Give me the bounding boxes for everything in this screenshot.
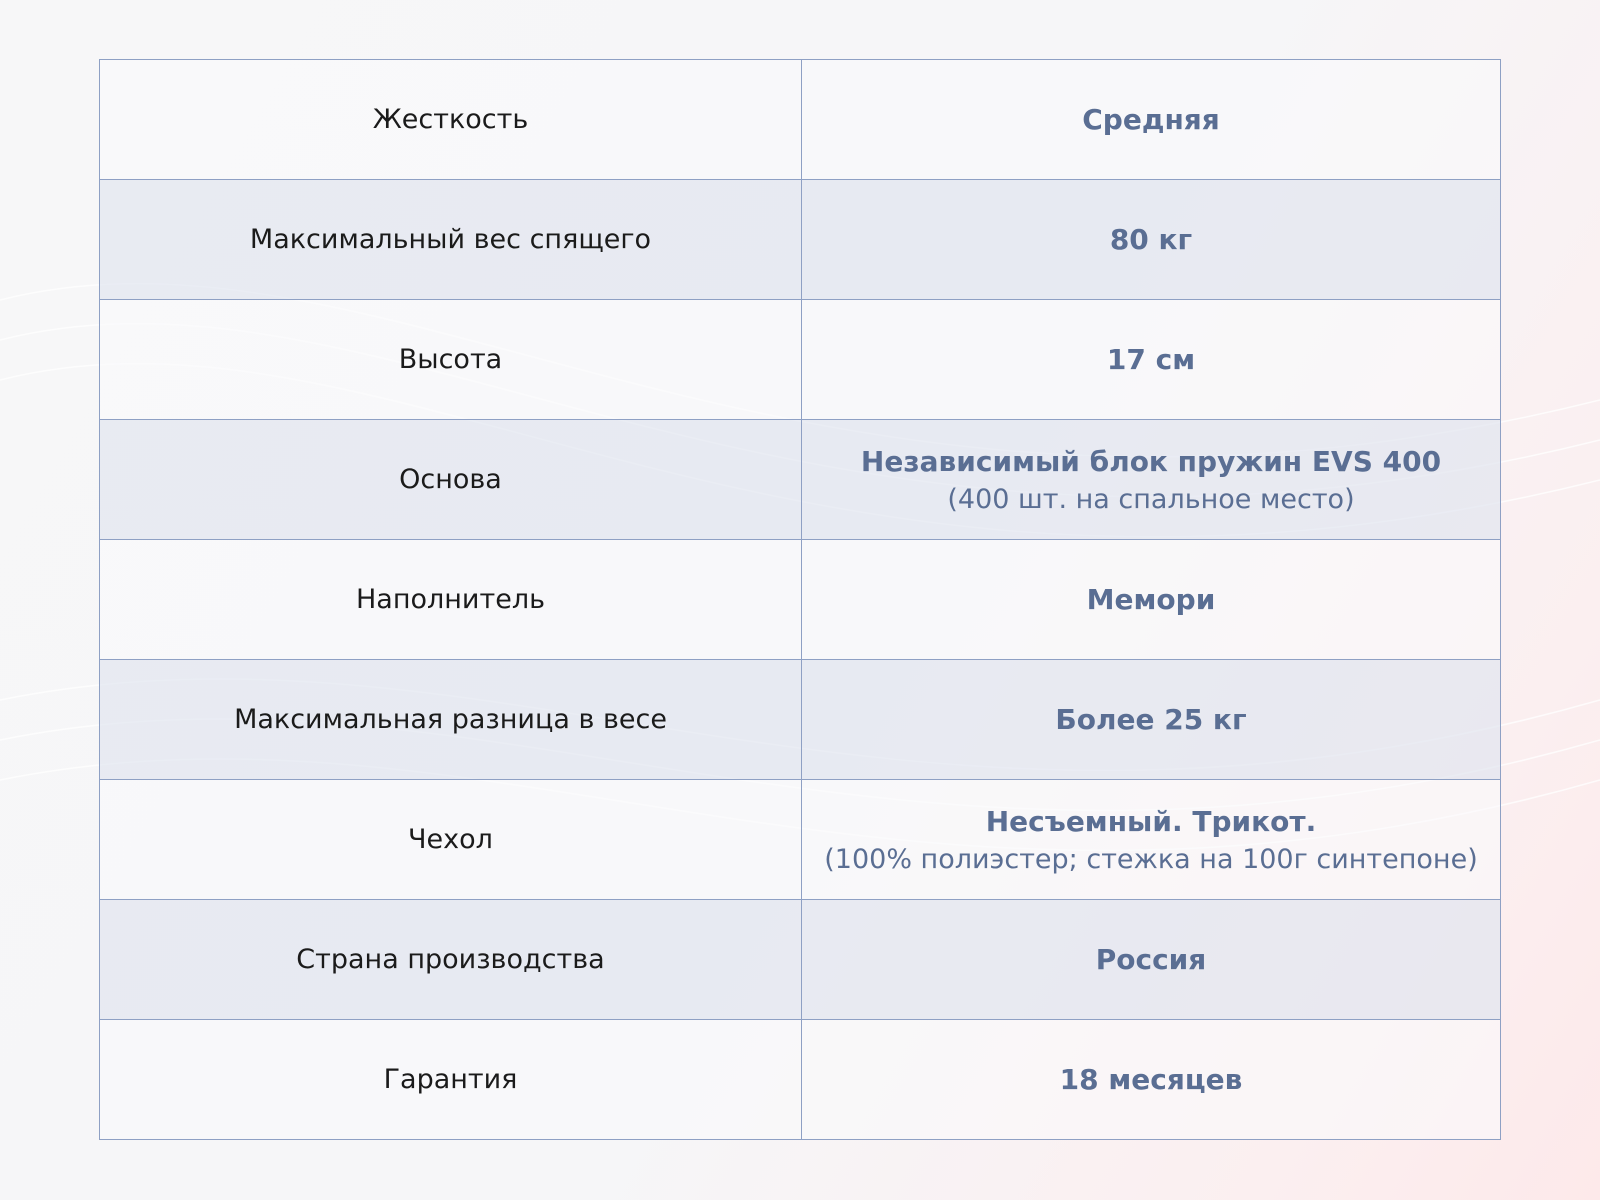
table-row: Наполнитель Мемори [99, 539, 1501, 660]
specs-table: Жесткость Средняя Максимальный вес спящег… [99, 59, 1501, 1140]
spec-value: Мемори [1086, 583, 1216, 616]
spec-value-cell: Более 25 кг [801, 659, 1501, 780]
table-row: Чехол Несъемный. Трикот. (100% полиэстер;… [99, 779, 1501, 900]
spec-value: Россия [1095, 943, 1207, 976]
table-row: Страна производства Россия [99, 899, 1501, 1020]
spec-value: 80 кг [1109, 223, 1193, 256]
spec-value: Средняя [1082, 103, 1220, 136]
spec-value-cell: Россия [801, 899, 1501, 1020]
spec-label: Высота [99, 299, 802, 420]
table-row: Жесткость Средняя [99, 59, 1501, 180]
spec-value-cell: Несъемный. Трикот. (100% полиэстер; стежк… [801, 779, 1501, 900]
table-row: Высота 17 см [99, 299, 1501, 420]
spec-label: Наполнитель [99, 539, 802, 660]
spec-value-cell: 80 кг [801, 179, 1501, 300]
spec-value-cell: Независимый блок пружин EVS 400 (400 шт. … [801, 419, 1501, 540]
spec-value: 18 месяцев [1059, 1063, 1243, 1096]
spec-note: (400 шт. на спальное место) [947, 483, 1355, 515]
spec-note: (100% полиэстер; стежка на 100г синтепон… [824, 843, 1478, 875]
spec-value-cell: Мемори [801, 539, 1501, 660]
spec-label: Максимальный вес спящего [99, 179, 802, 300]
spec-label: Жесткость [99, 59, 802, 180]
spec-label: Гарантия [99, 1019, 802, 1140]
spec-value: Несъемный. Трикот. [985, 804, 1317, 838]
spec-label: Основа [99, 419, 802, 540]
spec-value-cell: 18 месяцев [801, 1019, 1501, 1140]
spec-value: 17 см [1106, 343, 1196, 376]
table-row: Основа Независимый блок пружин EVS 400 (4… [99, 419, 1501, 540]
spec-value: Более 25 кг [1055, 703, 1247, 736]
spec-value-cell: 17 см [801, 299, 1501, 420]
spec-label: Чехол [99, 779, 802, 900]
spec-label: Максимальная разница в весе [99, 659, 802, 780]
spec-value: Независимый блок пружин EVS 400 [860, 444, 1442, 478]
spec-label: Страна производства [99, 899, 802, 1020]
table-row: Максимальный вес спящего 80 кг [99, 179, 1501, 300]
table-row: Гарантия 18 месяцев [99, 1019, 1501, 1140]
spec-value-cell: Средняя [801, 59, 1501, 180]
table-row: Максимальная разница в весе Более 25 кг [99, 659, 1501, 780]
